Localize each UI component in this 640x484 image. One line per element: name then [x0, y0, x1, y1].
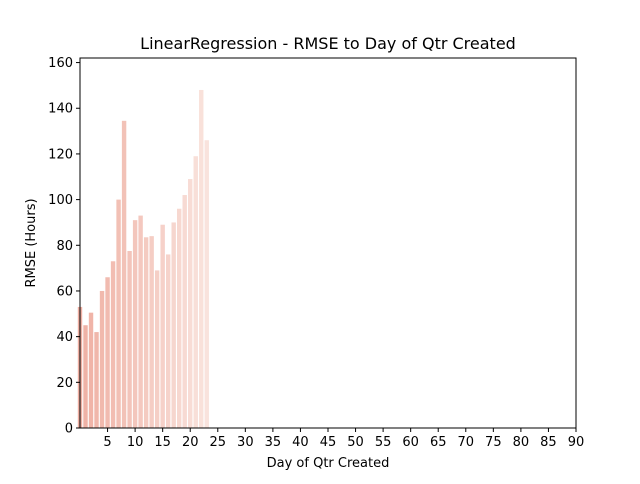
x-tick-label-90: 90 — [568, 435, 585, 450]
bar-21 — [193, 156, 198, 428]
bar-11 — [138, 215, 143, 428]
x-tick-label-55: 55 — [375, 435, 392, 450]
x-tick-label-60: 60 — [402, 435, 419, 450]
bar-7 — [116, 199, 121, 428]
x-tick-label-5: 5 — [103, 435, 111, 450]
y-tick-label-120: 120 — [48, 147, 73, 162]
bar-9 — [127, 250, 132, 428]
x-tick-label-45: 45 — [320, 435, 337, 450]
x-tick-label-20: 20 — [182, 435, 199, 450]
x-tick-label-25: 25 — [210, 435, 227, 450]
bar-4 — [99, 290, 105, 428]
y-axis-label: RMSE (Hours) — [24, 198, 39, 287]
bar-10 — [132, 220, 138, 428]
x-tick-label-15: 15 — [154, 435, 171, 450]
x-tick-label-10: 10 — [127, 435, 144, 450]
y-tick-label-100: 100 — [48, 193, 73, 208]
bar-5 — [105, 277, 110, 428]
bar-6 — [110, 261, 116, 428]
x-axis: 5 10 15 20 25 30 35 40 45 50 55 60 65 70 75 80 85 90 — [103, 428, 584, 450]
x-tick-label-80: 80 — [513, 435, 530, 450]
bar-22 — [199, 89, 204, 428]
bar-18 — [176, 208, 182, 428]
y-tick-label-40: 40 — [56, 330, 73, 345]
y-tick-label-80: 80 — [56, 239, 73, 254]
bar-17 — [171, 222, 176, 428]
y-tick-label-60: 60 — [56, 284, 73, 299]
x-axis-label: Day of Qtr Created — [267, 456, 390, 471]
y-tick-label-160: 160 — [48, 56, 73, 71]
bar-19 — [182, 195, 187, 428]
x-tick-label-30: 30 — [237, 435, 254, 450]
x-tick-label-40: 40 — [292, 435, 309, 450]
y-axis: 0 20 40 60 80 100 120 140 160 — [48, 56, 80, 437]
bar-23 — [204, 140, 209, 428]
chart-title: LinearRegression - RMSE to Day of Qtr Cr… — [140, 34, 516, 53]
x-tick-label-85: 85 — [540, 435, 557, 450]
bar-12 — [143, 237, 149, 428]
bar-3 — [94, 332, 99, 428]
y-tick-label-0: 0 — [65, 422, 73, 437]
x-tick-label-50: 50 — [347, 435, 364, 450]
bar-13 — [149, 236, 154, 428]
plot-frame — [79, 57, 577, 429]
bar-2 — [88, 312, 94, 428]
bar-8 — [121, 120, 127, 428]
bar-14 — [154, 270, 160, 428]
x-tick-label-75: 75 — [485, 435, 502, 450]
bar-15 — [160, 224, 165, 428]
x-tick-label-35: 35 — [265, 435, 282, 450]
x-tick-label-65: 65 — [430, 435, 447, 450]
bars-group — [77, 89, 209, 428]
bar-1 — [83, 325, 88, 428]
x-tick-label-70: 70 — [458, 435, 475, 450]
y-tick-label-140: 140 — [48, 102, 73, 117]
bar-16 — [165, 254, 171, 428]
y-tick-label-20: 20 — [56, 376, 73, 391]
bar-20 — [188, 179, 193, 428]
